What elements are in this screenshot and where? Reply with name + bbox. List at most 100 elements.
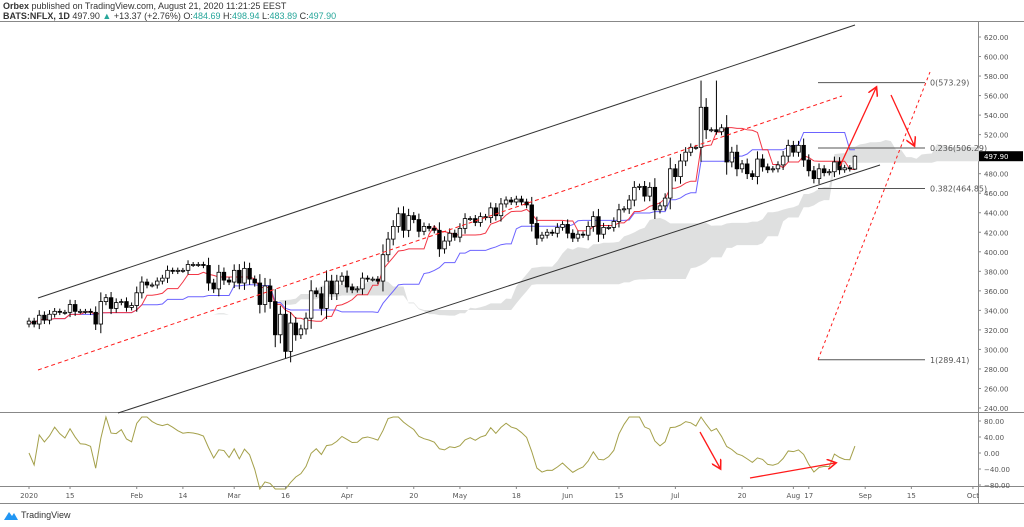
- candle-down: [344, 275, 350, 288]
- candle-up: [575, 233, 581, 239]
- candle-down: [293, 322, 298, 336]
- candle-up: [165, 269, 170, 279]
- candle-down: [524, 201, 529, 206]
- up-arrow-icon: ▲: [102, 11, 112, 21]
- candle-up: [637, 185, 642, 188]
- candle-down: [847, 167, 852, 170]
- fib-level-label: 0(573.29): [930, 79, 969, 88]
- fib-trend-line: [817, 71, 931, 360]
- candle-up: [303, 317, 309, 330]
- candle-down: [42, 314, 47, 321]
- candle-up: [185, 264, 191, 271]
- low-value: 483.89: [269, 11, 298, 21]
- candle-up: [462, 218, 468, 229]
- candle-down: [283, 313, 288, 352]
- candle-up: [775, 164, 781, 170]
- price-tick-label: 600.00: [984, 54, 1009, 62]
- candle-down: [529, 204, 534, 224]
- symbol-label: BATS:NFLX, 1D: [3, 11, 70, 21]
- fib-level-label: 1(289.41): [930, 356, 969, 365]
- candle-up: [37, 314, 42, 325]
- candle-up: [827, 171, 832, 174]
- candle-down: [319, 293, 324, 309]
- candle-up: [780, 155, 786, 166]
- candle-down: [791, 144, 796, 153]
- candle-up: [585, 226, 591, 236]
- price-tick-label: 560.00: [984, 93, 1009, 101]
- candle-down: [811, 170, 817, 179]
- open-value: 484.69: [192, 11, 221, 21]
- candle-up: [555, 226, 560, 234]
- candle-down: [745, 163, 750, 175]
- candle-up: [539, 234, 545, 239]
- candle-down: [565, 224, 570, 234]
- price-tick-label: 520.00: [984, 132, 1009, 140]
- candle-up: [129, 305, 134, 308]
- time-tick-label: 2020: [20, 492, 38, 500]
- candle-up: [308, 290, 314, 319]
- candle-up: [26, 320, 32, 325]
- oscillator-line: [28, 415, 856, 491]
- candle-up: [334, 280, 339, 295]
- candle-up: [103, 297, 109, 302]
- price-tick-label: 260.00: [984, 385, 1009, 393]
- candle-down: [314, 290, 319, 295]
- candle-down: [426, 226, 432, 229]
- candle-up: [380, 254, 386, 282]
- candle-down: [221, 271, 227, 281]
- candle-down: [570, 232, 575, 239]
- time-tick-label: Oct: [967, 492, 979, 500]
- candle-up: [647, 186, 652, 197]
- candle-up: [298, 328, 304, 336]
- oscillator-tick-label: 40.00: [984, 434, 1004, 442]
- close-label: C:: [299, 11, 309, 21]
- candle-down: [493, 207, 499, 217]
- candle-up: [339, 275, 345, 282]
- candle-up: [155, 280, 160, 286]
- candle-down: [821, 168, 827, 174]
- fib-level-label: 0.382(464.85): [930, 184, 987, 193]
- candle-down: [170, 269, 175, 272]
- candle-down: [714, 129, 719, 133]
- candle-down: [509, 199, 514, 203]
- candle-up: [852, 155, 858, 170]
- time-tick-label: Mar: [228, 492, 241, 500]
- candle-up: [478, 216, 483, 223]
- time-tick-label: Aug: [787, 492, 801, 500]
- candle-up: [739, 163, 745, 170]
- candle-down: [673, 168, 678, 178]
- candle-up: [231, 269, 237, 283]
- time-tick-label: Apr: [341, 492, 353, 500]
- candle-down: [365, 277, 370, 280]
- time-tick-label: 14: [178, 492, 187, 500]
- current-price-badge: [979, 151, 1023, 162]
- ichimoku-cloud: [162, 140, 989, 323]
- channel-upper-line: [37, 24, 856, 299]
- candle-up: [560, 224, 565, 228]
- candle-down: [806, 159, 811, 172]
- oscillator-tick-label: −80.00: [984, 482, 1010, 490]
- price-tick-label: 340.00: [984, 307, 1009, 315]
- candle-up: [616, 209, 622, 222]
- price-tick-label: 240.00: [984, 405, 1009, 413]
- candle-up: [62, 311, 68, 314]
- candle-up: [370, 278, 375, 281]
- candle-up: [391, 226, 396, 240]
- candle-up: [683, 151, 688, 162]
- candle-up: [360, 277, 365, 290]
- current-price-label: 497.90: [984, 153, 1009, 161]
- candle-down: [596, 216, 601, 235]
- publish-text: published on TradingView.com, August 21,…: [31, 1, 287, 11]
- candle-up: [632, 186, 637, 201]
- candle-down: [401, 213, 406, 231]
- candle-up: [134, 292, 139, 306]
- candle-up: [678, 160, 683, 178]
- price-tick-label: 300.00: [984, 346, 1009, 354]
- time-tick-label: Sep: [859, 492, 873, 500]
- candle-up: [709, 129, 714, 132]
- candle-up: [832, 161, 837, 173]
- candle-up: [786, 144, 791, 157]
- candle-up: [611, 221, 617, 228]
- tradingview-logo[interactable]: TradingView: [4, 510, 71, 520]
